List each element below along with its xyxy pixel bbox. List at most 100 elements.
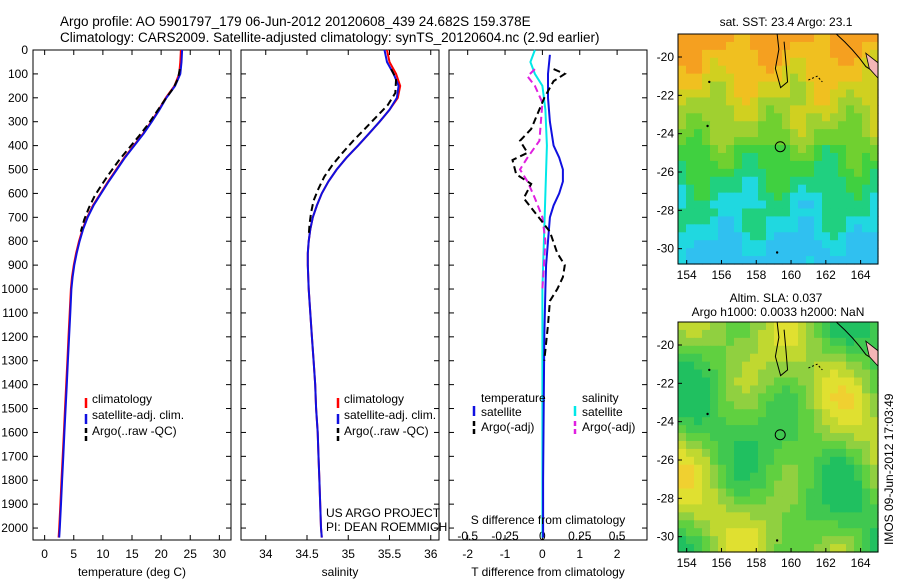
s-tick-label: -0.25: [491, 529, 519, 543]
map-cell: [790, 353, 799, 363]
map-cell: [790, 184, 799, 194]
depth-tick-label: 0: [21, 43, 28, 57]
map-cell: [726, 401, 735, 410]
map-cell: [742, 184, 751, 194]
map-cell: [814, 353, 823, 363]
depth-tick-label: 2000: [1, 521, 28, 535]
map-cell: [814, 345, 823, 355]
map-cell: [846, 329, 855, 339]
map-cell: [806, 216, 815, 225]
map-cell: [782, 73, 791, 83]
map-cell: [782, 456, 791, 466]
map-cell: [702, 440, 711, 450]
map-cell: [710, 361, 719, 371]
map-cell: [742, 393, 751, 402]
map-cell: [766, 377, 775, 387]
map-cell: [870, 248, 879, 257]
map-cell: [742, 49, 751, 59]
map-cell: [782, 121, 791, 130]
map-cell: [686, 129, 695, 138]
map-cell: [830, 224, 839, 233]
map-cell: [822, 433, 831, 442]
map-cell: [838, 97, 847, 106]
map-cell: [830, 520, 839, 529]
map-cell: [854, 472, 863, 482]
map-cell: [758, 176, 767, 186]
map-cell: [726, 440, 735, 450]
map-cell: [726, 329, 735, 339]
map-cell: [734, 345, 743, 355]
map-cell: [854, 168, 863, 178]
map-cell: [822, 369, 831, 379]
map-cell: [846, 145, 855, 154]
map-cell: [718, 113, 727, 122]
map-cell: [854, 137, 863, 146]
map-cell: [798, 216, 807, 225]
map-cell: [734, 353, 743, 363]
map-cell: [766, 448, 775, 458]
map-cell: [718, 488, 727, 498]
x-tick-label: -2: [462, 547, 473, 561]
map-cell: [854, 145, 863, 154]
map-cell: [862, 224, 871, 233]
map-cell: [766, 417, 775, 426]
map-cell: [822, 41, 831, 51]
map-cell: [766, 224, 775, 233]
map-cell: [790, 176, 799, 186]
map-cell: [846, 97, 855, 106]
map-cell: [838, 105, 847, 114]
map-cell: [726, 73, 735, 83]
reef-outline: [774, 33, 789, 89]
map-cell: [814, 129, 823, 138]
map-cell: [782, 377, 791, 387]
map-cell: [854, 152, 863, 162]
map-cell: [750, 504, 759, 513]
map-cell: [846, 121, 855, 130]
map-cell: [782, 425, 791, 434]
salinity-series: [306, 49, 402, 538]
sla-map-title: Altim. SLA: 0.037: [730, 291, 823, 305]
map-cell: [838, 504, 847, 513]
map-cell: [854, 97, 863, 106]
x-tick-label: 36: [424, 547, 438, 561]
map-cell: [726, 176, 735, 186]
map-cell: [830, 200, 839, 210]
map-cell: [710, 192, 719, 202]
map-cell: [678, 385, 687, 394]
map-cell: [782, 385, 791, 394]
map-cell: [710, 409, 719, 418]
map-cell: [814, 472, 823, 482]
map-cell: [822, 34, 831, 43]
map-cell: [870, 480, 879, 490]
map-cell: [678, 329, 687, 339]
map-cell: [782, 160, 791, 170]
map-cell: [710, 160, 719, 170]
map-cell: [734, 488, 743, 498]
map-cell: [726, 113, 735, 122]
temperature-panel: 0100200300400500600700800900100011001200…: [1, 43, 232, 579]
map-cell: [798, 73, 807, 83]
map-cell: [758, 472, 767, 482]
map-cell: [694, 240, 703, 249]
map-cell: [846, 488, 855, 498]
map-cell: [830, 73, 839, 83]
map-cell: [870, 337, 879, 347]
map-cell: [718, 208, 727, 218]
map-cell: [806, 256, 815, 265]
map-cell: [806, 417, 815, 426]
map-cell: [750, 97, 759, 106]
map-cell: [758, 337, 767, 347]
map-cell: [758, 89, 767, 99]
map-cell: [830, 137, 839, 146]
reef-outline: [774, 321, 789, 377]
map-cell: [758, 248, 767, 257]
map-cell: [822, 105, 831, 114]
map-cell: [782, 369, 791, 379]
x-tick-label: 34.5: [295, 547, 319, 561]
map-cell: [790, 160, 799, 170]
map-cell: [694, 456, 703, 466]
map-cell: [686, 216, 695, 225]
sst-map-coastline: [706, 33, 879, 254]
map-cell: [798, 232, 807, 241]
map-cell: [710, 417, 719, 426]
